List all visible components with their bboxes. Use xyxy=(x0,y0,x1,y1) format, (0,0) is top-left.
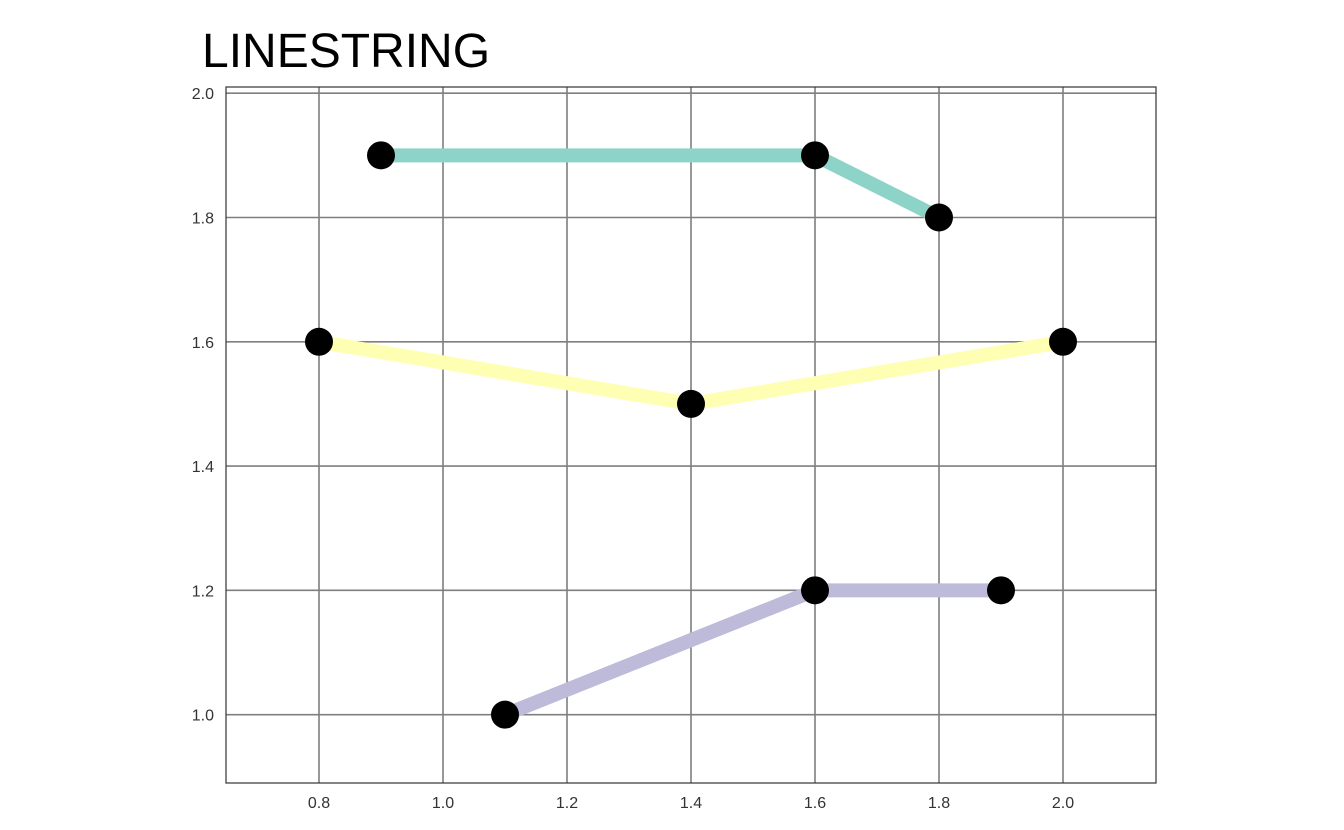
vertex-point xyxy=(491,700,519,729)
vertex-points xyxy=(305,141,1077,729)
linestring-3 xyxy=(502,583,1001,722)
y-tick-label: 2.0 xyxy=(192,86,214,103)
x-tick-label: 0.8 xyxy=(308,795,330,812)
linestring-1 xyxy=(381,148,943,224)
x-tick-label: 2.0 xyxy=(1052,795,1074,812)
y-tick-label: 1.0 xyxy=(192,708,214,725)
vertex-point xyxy=(305,327,333,356)
tick-labels: 0.8 1.0 1.2 1.4 1.6 1.8 2.0 1.0 1.2 1.4 1.6 1.8 2.0 xyxy=(192,86,1074,812)
y-tick-label: 1.4 xyxy=(192,459,214,476)
vertex-point xyxy=(925,203,953,232)
vertex-point xyxy=(367,141,395,170)
chart-title: LINESTRING xyxy=(202,25,491,78)
vertex-point xyxy=(801,141,829,170)
vertex-point xyxy=(987,576,1015,605)
vertex-point xyxy=(1049,327,1077,356)
x-tick-label: 1.8 xyxy=(928,795,950,812)
vertex-point xyxy=(677,389,705,418)
x-tick-label: 1.0 xyxy=(432,795,454,812)
grid-lines xyxy=(226,87,1156,783)
x-tick-label: 1.6 xyxy=(804,795,826,812)
x-tick-label: 1.2 xyxy=(556,795,578,812)
y-tick-label: 1.8 xyxy=(192,211,214,228)
y-tick-label: 1.6 xyxy=(192,335,214,352)
x-tick-label: 1.4 xyxy=(680,795,702,812)
vertex-point xyxy=(801,576,829,605)
plot-frame xyxy=(225,86,1157,784)
y-tick-label: 1.2 xyxy=(192,583,214,600)
